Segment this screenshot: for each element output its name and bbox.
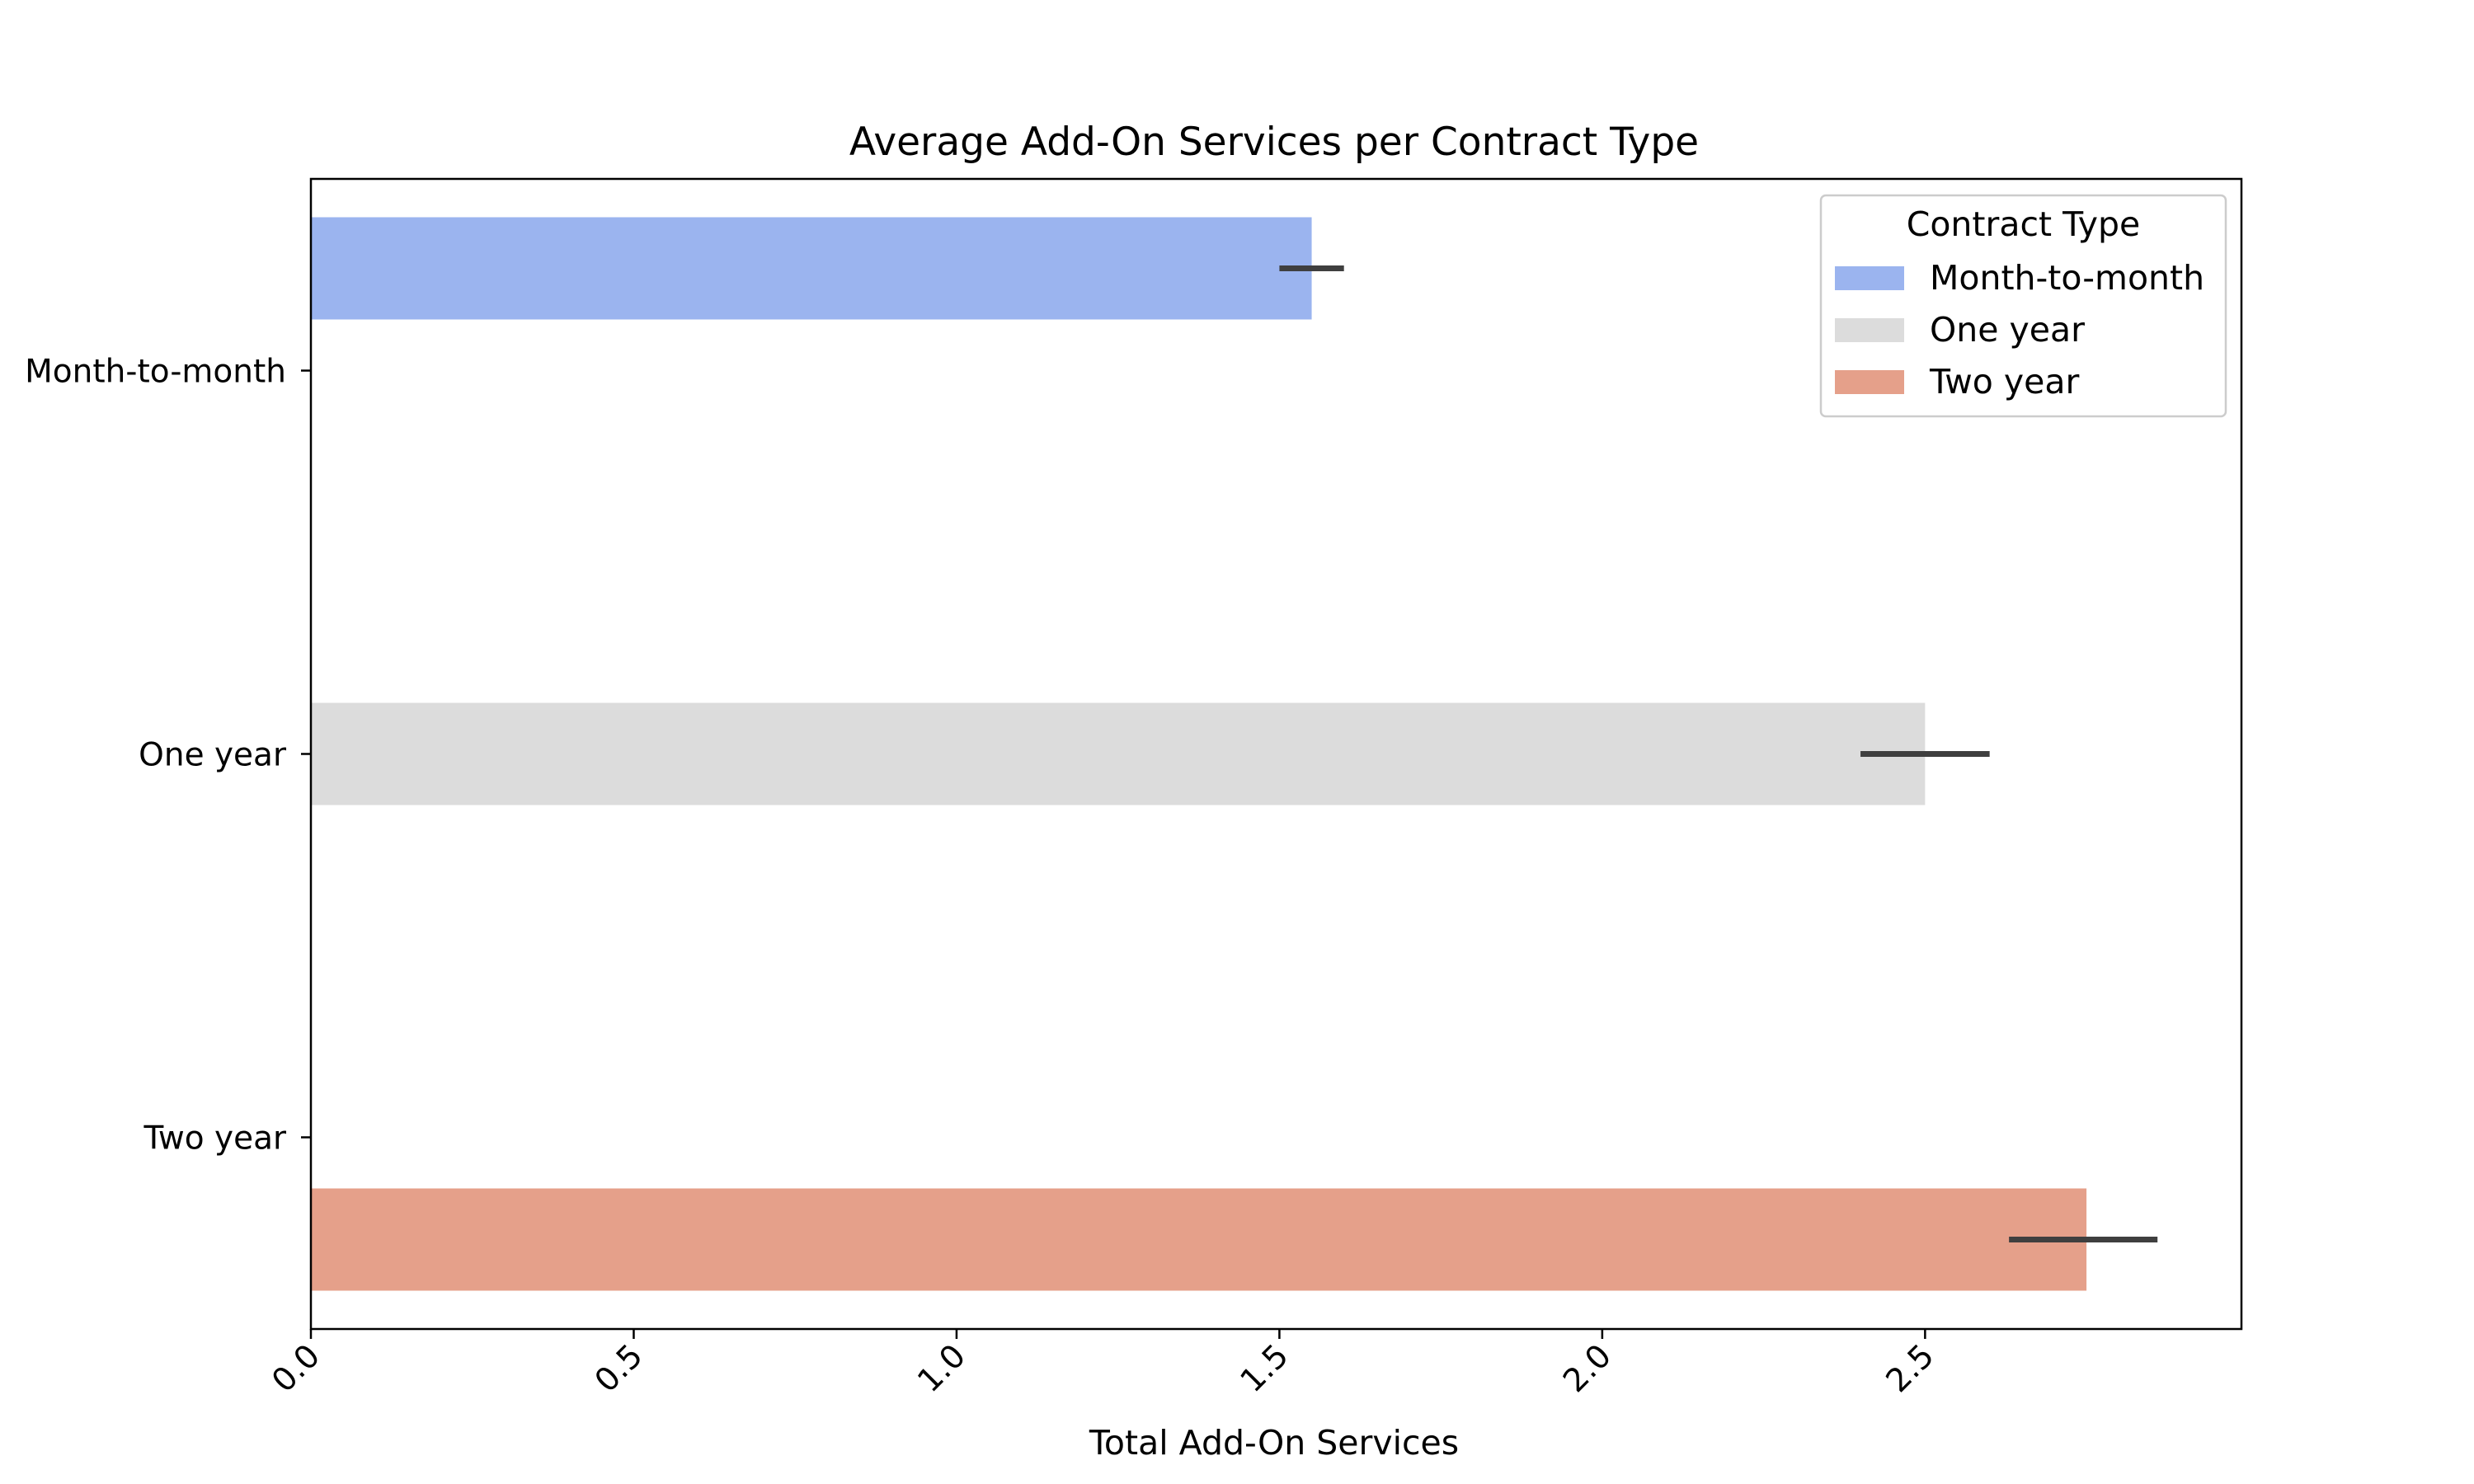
legend-label: Two year bbox=[1929, 362, 2080, 402]
x-tick-label: 1.0 bbox=[910, 1337, 973, 1400]
x-tick-label: 0.5 bbox=[588, 1337, 651, 1400]
bar-one-year bbox=[311, 702, 1926, 805]
legend-frame bbox=[1819, 194, 2227, 418]
x-axis: 0.0 0.5 1.0 1.5 2.0 2.5 bbox=[265, 1329, 1941, 1400]
bar-month-to-month bbox=[311, 217, 1312, 320]
y-axis: Month-to-month One year Two year bbox=[25, 354, 311, 1158]
legend[interactable]: Contract Type Month-to-month One year Two y… bbox=[1819, 194, 2227, 418]
plot-area bbox=[309, 177, 2243, 1331]
chart-title: Average Add-On Services per Contract Typ… bbox=[849, 120, 1699, 165]
legend-label: One year bbox=[1930, 310, 2085, 350]
legend-label: Month-to-month bbox=[1930, 258, 2204, 298]
bar-two-year bbox=[311, 1188, 2087, 1291]
x-tick-label: 1.5 bbox=[1234, 1337, 1296, 1400]
legend-title: Contract Type bbox=[1907, 204, 2141, 244]
y-tick-label: One year bbox=[139, 737, 287, 774]
legend-swatch bbox=[1835, 266, 1904, 290]
x-tick-label: 2.0 bbox=[1556, 1337, 1619, 1400]
y-tick-label: Two year bbox=[143, 1120, 286, 1158]
y-tick-label: Month-to-month bbox=[25, 354, 286, 391]
x-tick-label: 2.5 bbox=[1879, 1337, 1942, 1400]
legend-swatch bbox=[1835, 318, 1904, 342]
x-tick-label: 0.0 bbox=[265, 1337, 327, 1400]
x-axis-label: Total Add-On Services bbox=[1089, 1423, 1459, 1463]
legend-swatch bbox=[1835, 370, 1904, 394]
